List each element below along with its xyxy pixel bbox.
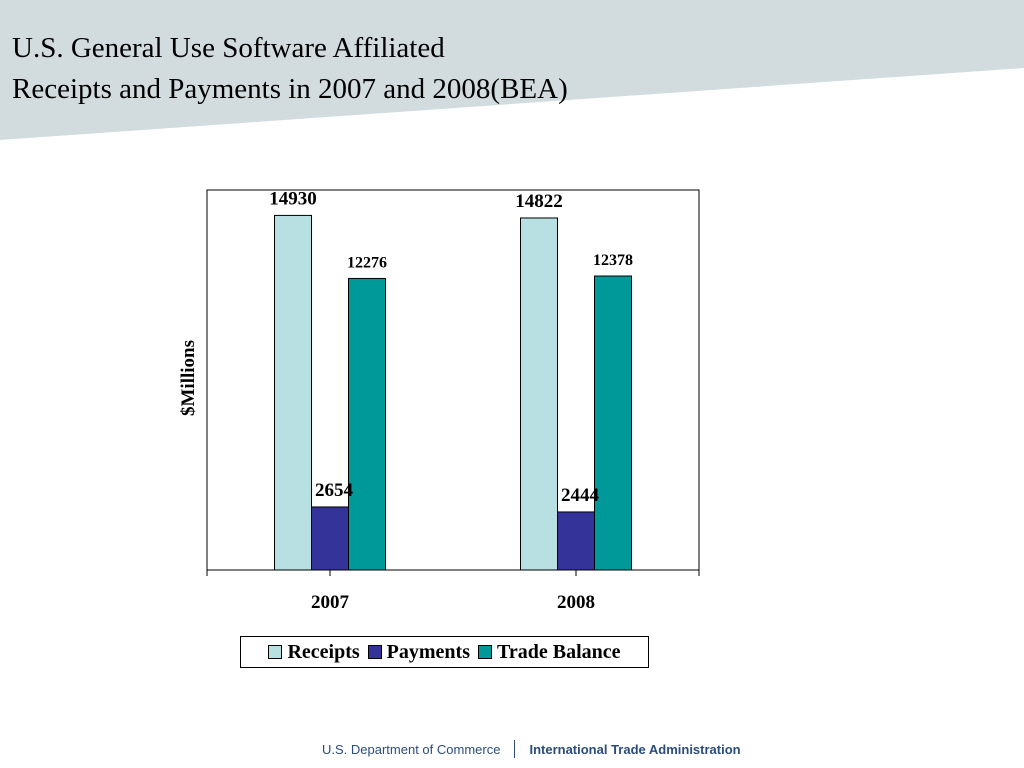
value-label-payments-2007: 2654 [315,480,354,501]
legend-item-receipts: Receipts [268,640,360,664]
bar-payments-2007 [311,506,349,571]
legend-item-payments: Payments [367,640,470,664]
legend-swatch-trade-balance [478,645,492,659]
slide-title: U.S. General Use Software Affiliated Rec… [12,28,568,110]
value-label-payments-2008: 2444 [561,485,600,506]
header-band [0,0,1024,140]
category-label-2007: 2007 [311,592,350,613]
footer-divider [514,740,516,758]
footer-department: U.S. Department of Commerce [322,741,501,757]
legend-label-trade-balance: Trade Balance [497,640,621,663]
legend-swatch-receipts [268,645,283,659]
y-axis-label: $Millions [178,340,199,416]
bar-payments-2008 [557,511,595,571]
legend-label-receipts: Receipts [287,640,360,663]
slide-title-line-2: Receipts and Payments in 2007 and 2008(B… [12,73,568,105]
bar-trade-balance-2008 [594,275,632,571]
value-label-trade-balance-2008: 12378 [593,252,633,269]
slide-title-line-1: U.S. General Use Software Affiliated [12,32,445,64]
bar-trade-balance-2007 [348,277,386,571]
legend-item-trade-balance: Trade Balance [478,641,621,664]
category-label-2008: 2008 [557,592,595,613]
value-label-receipts-2007: 14930 [269,188,317,209]
legend-label-payments: Payments [386,640,470,663]
legend: Receipts Payments Trade Balance [240,636,649,668]
bar-receipts-2008 [520,217,558,571]
legend-swatch-payments [367,645,382,659]
footer-agency: International Trade Administration [529,741,741,757]
bar-receipts-2007 [274,214,312,571]
value-label-receipts-2008: 14822 [515,191,563,212]
value-label-trade-balance-2007: 12276 [347,254,387,271]
footer: U.S. Department of Commerce Internationa… [322,739,741,759]
